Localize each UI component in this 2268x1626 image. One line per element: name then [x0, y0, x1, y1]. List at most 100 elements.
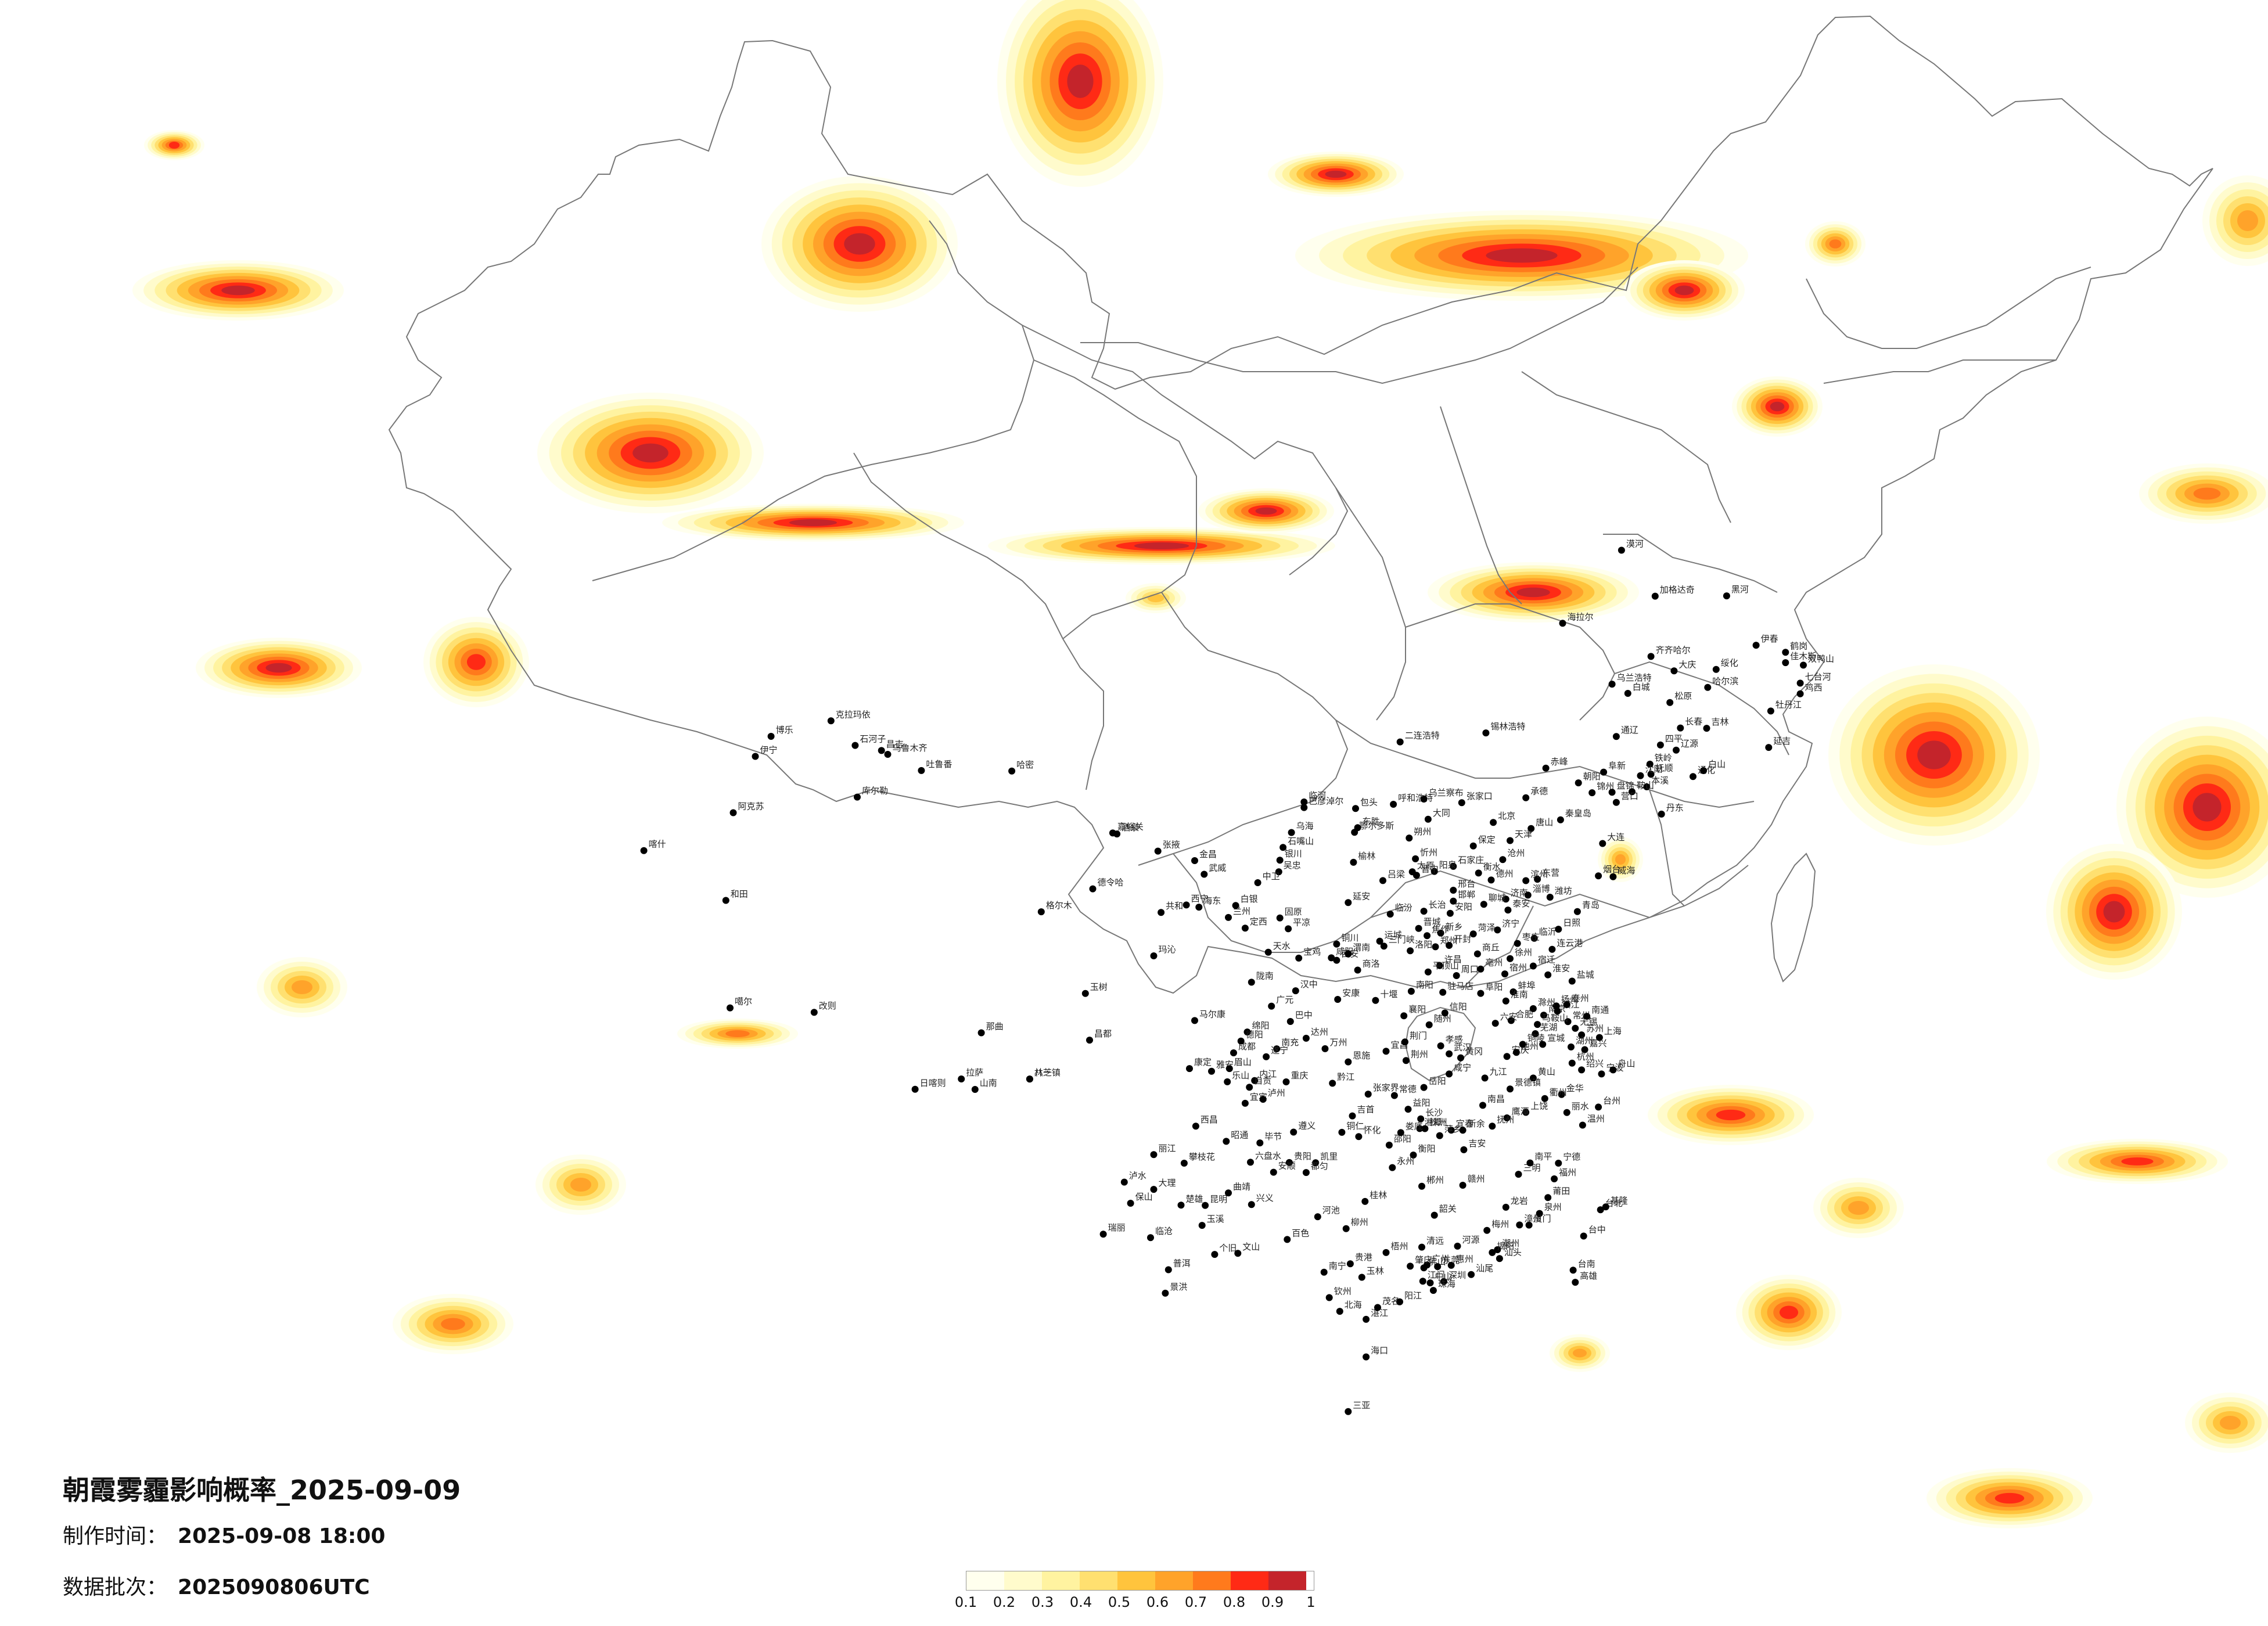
city-dot: [1480, 901, 1487, 908]
city-dot: [1450, 862, 1457, 870]
city-label: 张家界: [1373, 1082, 1399, 1093]
city-label: 大同: [1433, 808, 1450, 818]
city-label: 江门: [1428, 1269, 1445, 1280]
city-label: 潮州: [1502, 1238, 1519, 1249]
city-label: 徐州: [1515, 947, 1532, 958]
city-dot: [1432, 943, 1439, 951]
city-dot: [911, 1085, 919, 1093]
city-label: 加格达奇: [1660, 585, 1695, 595]
city-dot: [1361, 1197, 1369, 1205]
city-label: 海东: [1203, 895, 1221, 906]
city-dot: [1164, 1266, 1172, 1274]
city-label: 焦作: [1432, 924, 1449, 934]
city-dot: [1489, 1123, 1496, 1130]
city-label: 凯里: [1320, 1151, 1338, 1161]
city-label: 郴州: [1426, 1175, 1444, 1185]
city-dot: [1782, 659, 1789, 667]
city-dot: [1469, 930, 1477, 938]
city-label: 金华: [1566, 1083, 1584, 1093]
city-dot: [1767, 707, 1774, 715]
legend-colorbar: [966, 1571, 1314, 1591]
city-label: 日喀则: [920, 1078, 946, 1088]
city-dot: [1089, 885, 1097, 893]
city-dot: [1417, 1115, 1425, 1123]
city-dot: [1522, 1109, 1530, 1116]
city-dot: [1704, 684, 1712, 691]
city-dot: [1241, 1099, 1249, 1107]
city-dot: [958, 1075, 965, 1082]
city-dot: [1191, 1017, 1198, 1024]
city-dot: [1507, 1085, 1514, 1093]
city-label: 晋城: [1424, 917, 1441, 927]
city-label: 北海: [1345, 1300, 1362, 1310]
city-dot: [1333, 956, 1340, 964]
city-dot: [1525, 1221, 1533, 1229]
city-label: 普洱: [1173, 1258, 1191, 1269]
city-dot: [1477, 990, 1485, 997]
city-dot: [1548, 945, 1556, 953]
city-label: 阳江: [1404, 1290, 1422, 1301]
city-dot: [1288, 829, 1295, 836]
city-dot: [1502, 1203, 1509, 1211]
city-dot: [1588, 789, 1596, 797]
city-dot: [1420, 1084, 1428, 1091]
city-dot: [1421, 1125, 1429, 1132]
city-dot: [1396, 1298, 1403, 1305]
city-label: 铜仁: [1346, 1121, 1364, 1131]
city-label: 恩施: [1353, 1051, 1370, 1061]
legend-tick-label: 0.1: [954, 1594, 977, 1610]
city-dot: [1208, 1067, 1215, 1075]
city-dot: [1154, 847, 1162, 855]
city-dot: [1546, 894, 1554, 901]
city-label: 汕尾: [1476, 1263, 1493, 1274]
city-label: 信阳: [1450, 1001, 1467, 1012]
city-dot: [1542, 764, 1550, 772]
city-label: 格尔木: [1046, 900, 1072, 911]
city-label: 运城: [1385, 930, 1402, 940]
city-label: 阿克苏: [738, 801, 764, 812]
probability-cell: [1486, 248, 1558, 263]
city-label: 抚顺: [1656, 762, 1673, 773]
city-dot: [1578, 1031, 1586, 1039]
city-dot: [1526, 1159, 1534, 1167]
city-label: 济宁: [1502, 918, 1519, 929]
city-dot: [1420, 1264, 1428, 1272]
boundary-sichuan: [1138, 592, 1349, 866]
city-label: 二连浩特: [1405, 731, 1440, 741]
city-dot: [1800, 661, 1807, 669]
city-label: 玛沁: [1159, 944, 1176, 955]
probability-cell: [2237, 210, 2258, 231]
city-label: 佳木斯: [1790, 651, 1816, 661]
city-label: 河池: [1322, 1205, 1340, 1215]
city-label: 通辽: [1621, 725, 1638, 735]
city-dot: [1284, 1236, 1291, 1243]
city-label: 杭州: [1577, 1052, 1594, 1062]
city-dot: [1536, 1210, 1543, 1217]
city-dot: [1314, 1213, 1321, 1221]
batch-label: 数据批次：: [63, 1575, 168, 1599]
city-dot: [1345, 1058, 1352, 1066]
city-dot: [1191, 857, 1198, 864]
city-label: 秦皇岛: [1565, 808, 1591, 819]
fog-haze-probability-field: [132, 0, 2268, 1528]
city-dot: [1503, 1053, 1511, 1060]
city-dot: [1479, 1102, 1486, 1109]
city-label: 拉萨: [966, 1067, 983, 1078]
city-dot: [1651, 592, 1659, 600]
city-dot: [1529, 1074, 1537, 1082]
city-label: 伊春: [1761, 634, 1778, 644]
city-label: 汉中: [1300, 979, 1318, 990]
city-label: 个旧: [1219, 1243, 1237, 1253]
city-dot: [1329, 1080, 1336, 1087]
city-label: 丽江: [1159, 1143, 1176, 1153]
made-time-line: 制作时间： 2025-09-08 18:00: [63, 1519, 461, 1549]
probability-cell: [2220, 1416, 2241, 1430]
city-label: 景德镇: [1515, 1077, 1541, 1088]
city-label: 石河子: [860, 734, 886, 744]
city-label: 曲靖: [1233, 1181, 1250, 1192]
city-dot: [1349, 1112, 1356, 1120]
city-label: 苏州: [1586, 1023, 1604, 1034]
city-dot: [1557, 816, 1564, 823]
city-label: 长治: [1429, 900, 1446, 910]
city-dot: [1379, 877, 1386, 884]
